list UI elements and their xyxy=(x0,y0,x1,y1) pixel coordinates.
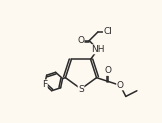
Text: S: S xyxy=(78,85,84,94)
Text: F: F xyxy=(42,80,47,89)
Text: NH: NH xyxy=(91,45,105,54)
Text: O: O xyxy=(77,36,84,45)
Text: O: O xyxy=(105,66,112,75)
Text: O: O xyxy=(117,81,124,90)
Text: Cl: Cl xyxy=(103,27,112,36)
